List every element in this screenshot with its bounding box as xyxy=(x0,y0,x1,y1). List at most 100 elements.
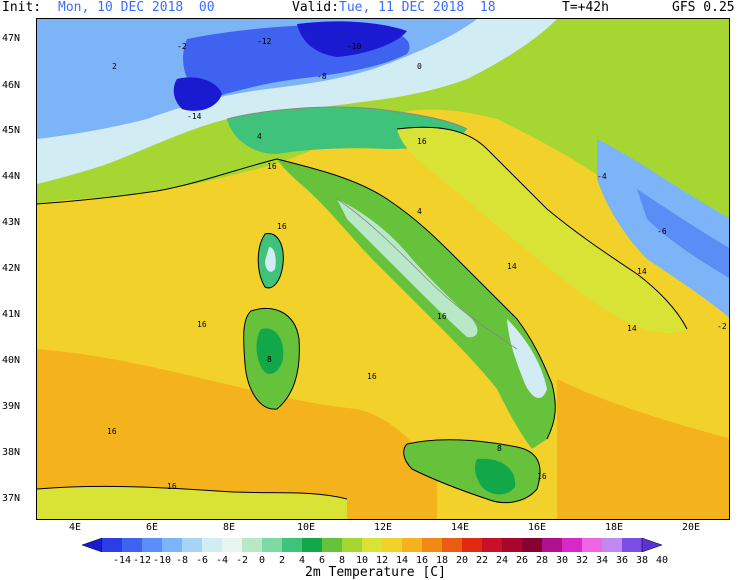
colorbar-tick-label: 12 xyxy=(375,555,389,566)
lat-label: 46N xyxy=(2,80,21,91)
contour-label: 16 xyxy=(167,482,177,491)
sicily-etna-area xyxy=(474,458,516,495)
border-alps xyxy=(226,106,468,130)
colorbar-tick-label: 36 xyxy=(615,555,629,566)
colorbar-tick-label: 34 xyxy=(595,555,609,566)
colorbar-tick-label: 30 xyxy=(555,555,569,566)
colorbar-segment xyxy=(422,538,443,552)
colorbar-segment xyxy=(142,538,163,552)
colorbar-segment xyxy=(262,538,283,552)
colorbar-title: 2m Temperature [C] xyxy=(305,565,446,580)
colorbar-arrow-left xyxy=(82,538,103,552)
contour-label: -2 xyxy=(717,322,727,331)
colorbar-tick-label: 38 xyxy=(635,555,649,566)
colorbar-segment xyxy=(102,538,123,552)
contour-label: -10 xyxy=(347,42,362,51)
sea-warmer-area xyxy=(37,349,437,519)
colorbar-tick-label: 28 xyxy=(535,555,549,566)
colorbar-tick-label: -10 xyxy=(152,555,172,566)
lead-time: T=+42h xyxy=(562,0,609,15)
lon-label: 8E xyxy=(222,522,236,533)
colorbar-segment xyxy=(462,538,483,552)
contour-label: 8 xyxy=(497,444,502,453)
contour-label: -12 xyxy=(257,37,272,46)
colorbar-tick-label: 22 xyxy=(475,555,489,566)
lon-label: 20E xyxy=(681,522,701,533)
southern-apennines xyxy=(507,319,547,399)
colorbar-segment xyxy=(402,538,423,552)
italy-peninsula xyxy=(277,159,556,449)
colorbar xyxy=(82,538,662,552)
colorbar-segment xyxy=(242,538,263,552)
contour-label: 16 xyxy=(267,162,277,171)
lat-label: 47N xyxy=(2,33,21,44)
lon-label: 16E xyxy=(527,522,547,533)
coastline-adriatic xyxy=(396,126,688,330)
contour-label: 16 xyxy=(277,222,287,231)
colorbar-tick-label: 18 xyxy=(435,555,449,566)
contour-label: 16 xyxy=(417,137,427,146)
africa-coast xyxy=(37,486,347,519)
contour-label: -6 xyxy=(657,227,667,236)
colorbar-segment xyxy=(182,538,203,552)
contour-label: 14 xyxy=(637,267,647,276)
colorbar-segment xyxy=(162,538,183,552)
contour-label: 16 xyxy=(107,427,117,436)
colorbar-tick-label: 8 xyxy=(338,555,346,566)
lat-label: 43N xyxy=(2,217,21,228)
contour-label: 14 xyxy=(627,324,637,333)
region-borders xyxy=(336,198,518,350)
init-label: Init: xyxy=(2,0,42,15)
sea-warmer-east xyxy=(557,379,729,519)
colorbar-segment xyxy=(282,538,303,552)
colorbar-tick-label: 10 xyxy=(355,555,369,566)
alps-west-coldest xyxy=(173,77,222,111)
colorbar-segment xyxy=(542,538,563,552)
contour-label: -4 xyxy=(597,172,607,181)
contour-label: 8 xyxy=(267,355,272,364)
coastline-africa xyxy=(37,485,348,500)
contour-label: -8 xyxy=(317,72,327,81)
temperature-map: -2 -12 -10 -14 -8 2 0 4 16 16 16 4 14 14… xyxy=(36,18,730,520)
coastline-sardinia xyxy=(243,307,300,410)
corsica-mountains xyxy=(265,247,276,272)
contour-label: 16 xyxy=(437,312,447,321)
coastline-corsica xyxy=(257,233,284,289)
contour-label: 16 xyxy=(367,372,377,381)
lat-label: 38N xyxy=(2,447,21,458)
contour-label: 0 xyxy=(417,62,422,71)
colorbar-tick-label: -8 xyxy=(175,555,189,566)
contour-label: -2 xyxy=(177,42,187,51)
colorbar-segment xyxy=(622,538,643,552)
lon-label: 14E xyxy=(450,522,470,533)
adriatic-sea xyxy=(397,127,687,334)
lat-label: 44N xyxy=(2,171,21,182)
lat-label: 45N xyxy=(2,125,21,136)
colorbar-segment xyxy=(122,538,143,552)
coastline-west xyxy=(37,158,556,440)
colorbar-arrow-right xyxy=(641,538,662,552)
colorbar-segment xyxy=(342,538,363,552)
lat-label: 37N xyxy=(2,493,21,504)
lon-label: 12E xyxy=(373,522,393,533)
map-canvas: -2 -12 -10 -14 -8 2 0 4 16 16 16 4 14 14… xyxy=(37,19,729,519)
alps-coldest xyxy=(297,21,407,57)
balkans-colder xyxy=(637,189,729,278)
colorbar-tick-label: 4 xyxy=(298,555,306,566)
lon-label: 10E xyxy=(296,522,316,533)
contour-label: 16 xyxy=(537,472,547,481)
lat-label: 41N xyxy=(2,309,21,320)
colorbar-segment xyxy=(222,538,243,552)
apennines-cool xyxy=(337,199,478,338)
colorbar-tick-label: -4 xyxy=(215,555,229,566)
contour-label: -14 xyxy=(187,112,202,121)
lat-label: 40N xyxy=(2,355,21,366)
colorbar-tick-label: 2 xyxy=(278,555,286,566)
colorbar-tick-label: -12 xyxy=(132,555,152,566)
colorbar-tick-label: 6 xyxy=(318,555,326,566)
colorbar-tick-label: 14 xyxy=(395,555,409,566)
colorbar-tick-label: -2 xyxy=(235,555,249,566)
colorbar-tick-label: 16 xyxy=(415,555,429,566)
colorbar-segment xyxy=(482,538,503,552)
colorbar-tick-label: -14 xyxy=(112,555,132,566)
